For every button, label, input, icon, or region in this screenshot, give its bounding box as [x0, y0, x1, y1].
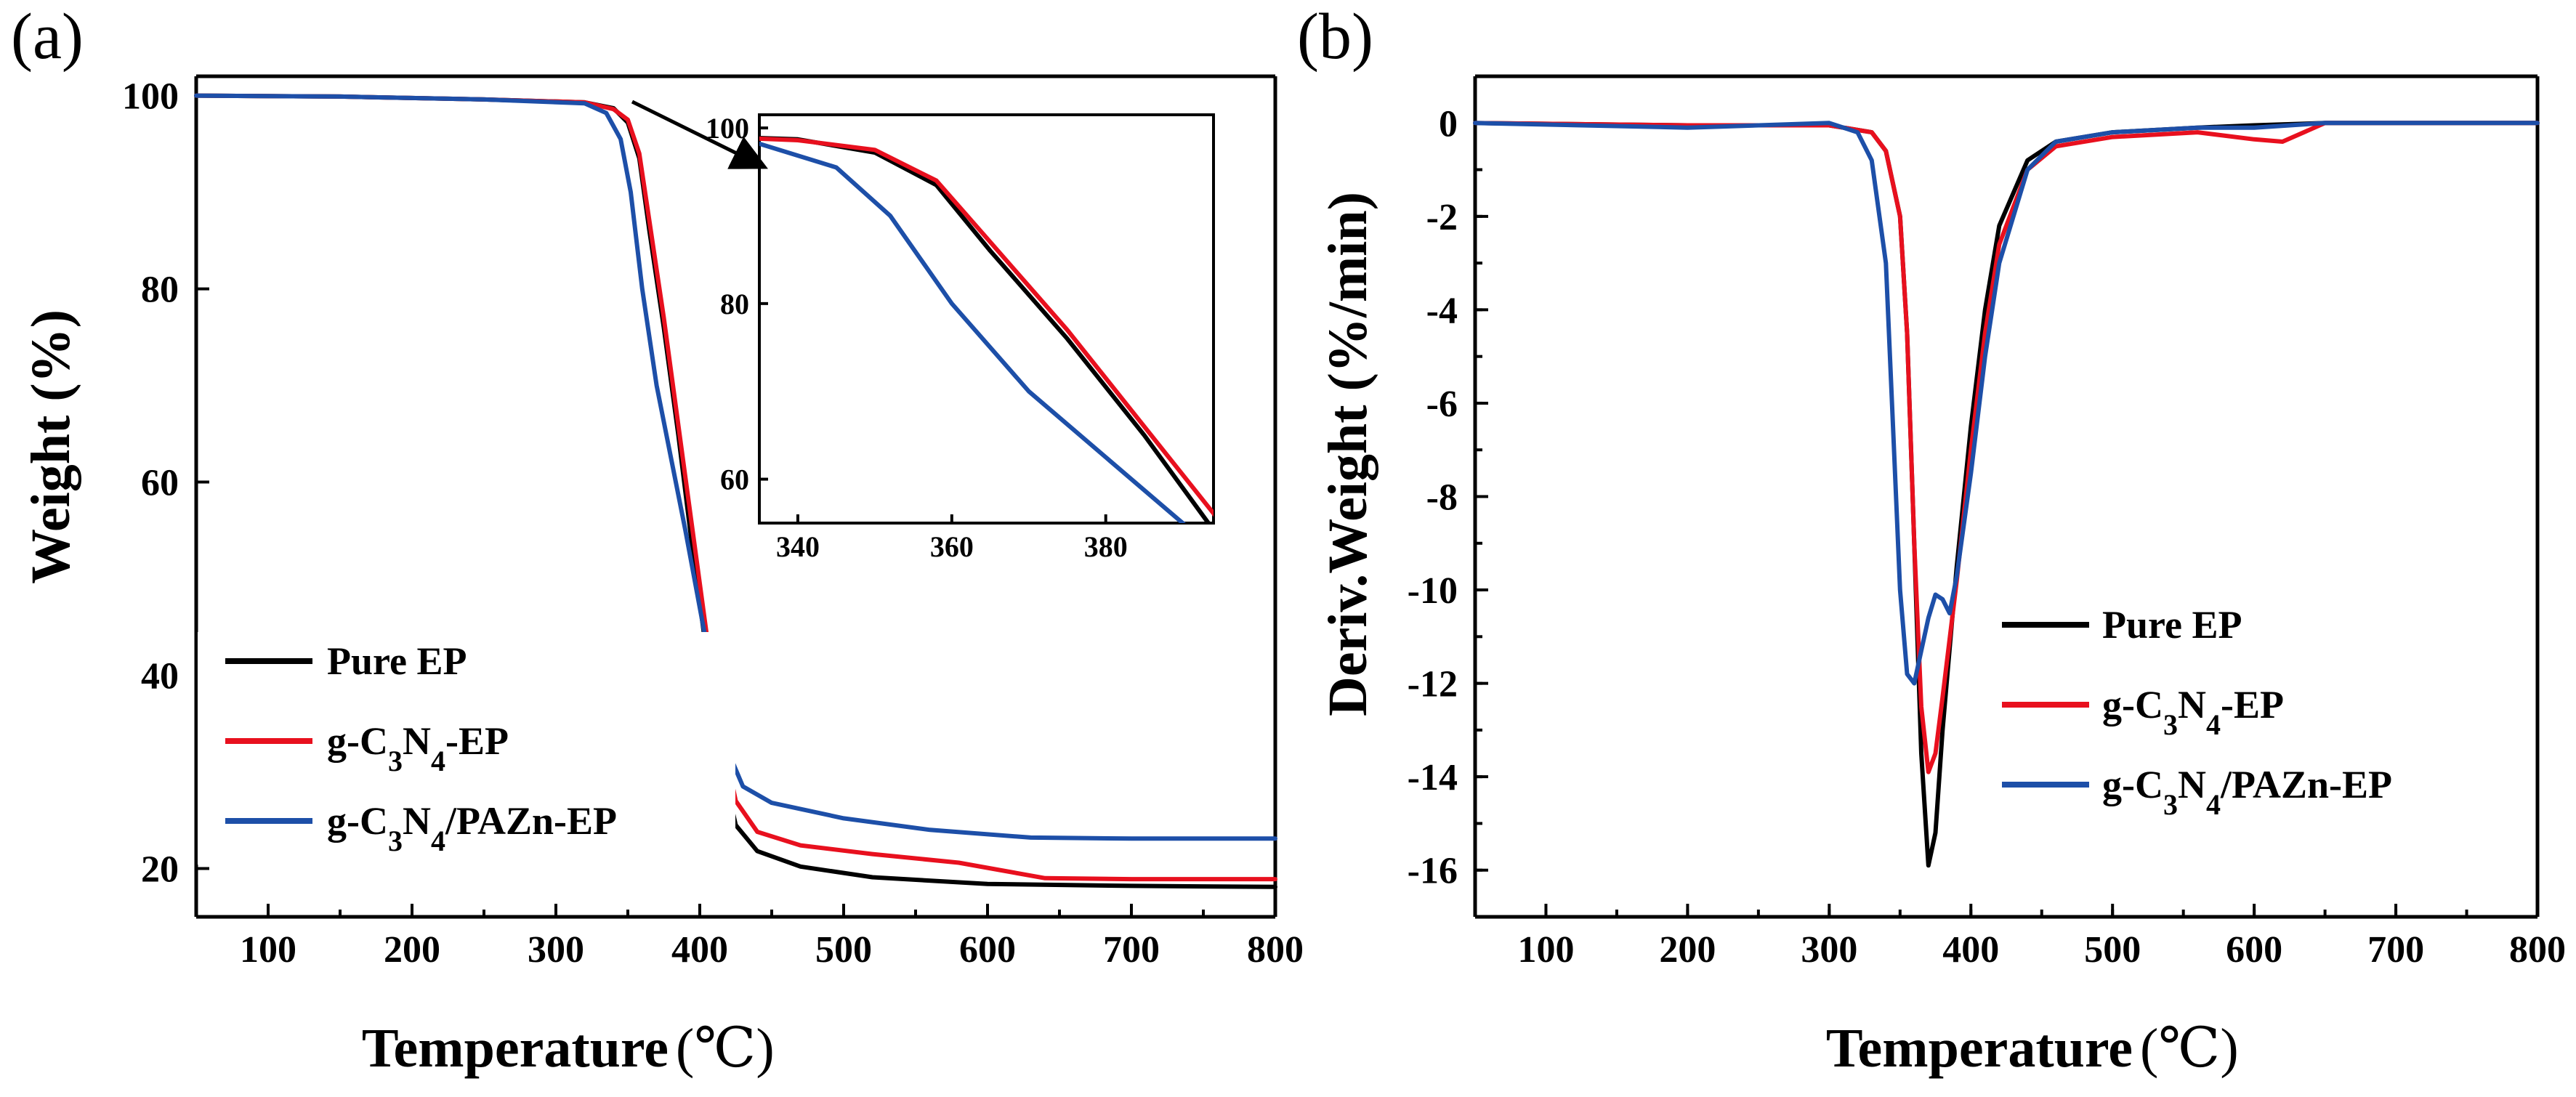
panel-a-y-tick-label: 40 [141, 656, 179, 697]
panel-a-y-tick-label: 60 [141, 463, 179, 504]
panel-b-x-tick-label: 100 [1517, 929, 1574, 971]
panel-a-series-g-c3n4-ep [194, 93, 1277, 882]
inset-x-tick-label: 360 [930, 530, 974, 563]
inset-x-tick-label: 380 [1084, 530, 1128, 563]
panel-b-x-tick-label: 800 [2509, 929, 2566, 971]
panel-b-series-g-c3n4-pazn-ep [1473, 121, 2540, 686]
panel-b-series-g-c3n4-ep [1473, 121, 2540, 774]
panel-b-x-axis-label: Temperature [1826, 1018, 2133, 1079]
panel-b-y-tick-label: -8 [1426, 477, 1458, 519]
panel-b-x-tick-label: 200 [1659, 929, 1716, 971]
panel-b-chart: (b) Deriv.Weight (%/min) Temperature (℃)… [1297, 1, 2566, 1079]
panel-a-x-tick-label: 400 [671, 929, 728, 971]
panel-b-y-tick-label: -2 [1426, 197, 1458, 238]
panel-b-legend-label-g-c3n4-pazn-ep: g-C3N4/PAZn-EP [2102, 763, 2392, 821]
panel-a-x-axis-label: Temperature [362, 1018, 669, 1079]
panel-a-legend-label-g-c3n4-ep: g-C3N4-EP [327, 719, 509, 777]
panel-a-x-tick-label: 600 [959, 929, 1016, 971]
inset-series-pure-ep [759, 135, 1211, 523]
panel-b-y-axis-label: Deriv.Weight (%/min) [1317, 192, 1378, 716]
panel-a-legend-label-pure-ep: Pure EP [327, 639, 467, 683]
panel-b-x-tick-label: 500 [2084, 929, 2141, 971]
inset-y-tick-label: 60 [720, 464, 749, 496]
panel-b-legend: Pure EP g-C3N4-EP g-C3N4/PAZn-EP [2002, 603, 2392, 821]
panel-b-y-tick-label: -16 [1408, 851, 1458, 892]
panel-a-legend-label-g-c3n4-pazn-ep: g-C3N4/PAZn-EP [327, 799, 617, 857]
inset-arrow [631, 100, 768, 169]
panel-b-y-tick-label: 0 [1439, 103, 1458, 145]
panel-b-y-tick-label: -14 [1408, 757, 1458, 798]
panel-b-legend-label-pure-ep: Pure EP [2102, 603, 2242, 647]
panel-a-y-tick-label: 100 [122, 76, 179, 118]
panel-a-x-axis-unit: (℃) [676, 1018, 775, 1079]
panel-b-label: (b) [1297, 1, 1373, 73]
panel-a-series-g-c3n4-pazn-ep [194, 93, 1277, 841]
panel-b-x-axis-unit: (℃) [2140, 1018, 2239, 1079]
panel-a-legend-box [198, 632, 735, 865]
panel-a-label: (a) [11, 1, 84, 73]
panel-a-x-tick-label: 800 [1247, 929, 1304, 971]
panel-a-x-tick-label: 100 [240, 929, 296, 971]
panel-a-y-tick-label: 20 [141, 849, 179, 891]
panel-b-legend-label-g-c3n4-ep: g-C3N4-EP [2102, 683, 2284, 741]
inset-frame [758, 113, 1215, 525]
panel-b-y-tick-label: -6 [1426, 384, 1458, 425]
panel-a-legend: Pure EP g-C3N4-EP g-C3N4/PAZn-EP [198, 632, 735, 865]
panel-b-x-tick-label: 300 [1801, 929, 1857, 971]
panel-a-x-tick-label: 300 [528, 929, 584, 971]
panel-a-x-tick-label: 200 [384, 929, 440, 971]
panel-a-series [194, 93, 1277, 889]
panel-a-y-axis-label: Weight (%) [20, 309, 81, 584]
inset-x-tick-label: 340 [776, 530, 820, 563]
panel-b-y-tick-label: -10 [1408, 570, 1458, 612]
panel-a-x-tick-label: 700 [1103, 929, 1160, 971]
panel-b-axes: 100 200 300 400 500 600 700 800 0 -2 -4 -6 -8 -10 -12 -… [1408, 74, 2566, 971]
panel-a-y-tick-label: 80 [141, 270, 179, 311]
inset-series [759, 135, 1214, 523]
panel-a-x-tick-label: 500 [815, 929, 872, 971]
panel-b-x-tick-label: 600 [2226, 929, 2282, 971]
panel-a-axes: 100 200 300 400 500 600 700 800 20 40 60 80 100 [122, 74, 1304, 971]
panel-b-series [1473, 121, 2540, 868]
panel-b-y-tick-label: -4 [1426, 290, 1458, 331]
inset-y-tick-label: 80 [720, 288, 749, 320]
panel-b-x-tick-label: 400 [1942, 929, 1999, 971]
panel-b-y-tick-label: -12 [1408, 664, 1458, 705]
panel-b-x-tick-label: 700 [2367, 929, 2424, 971]
